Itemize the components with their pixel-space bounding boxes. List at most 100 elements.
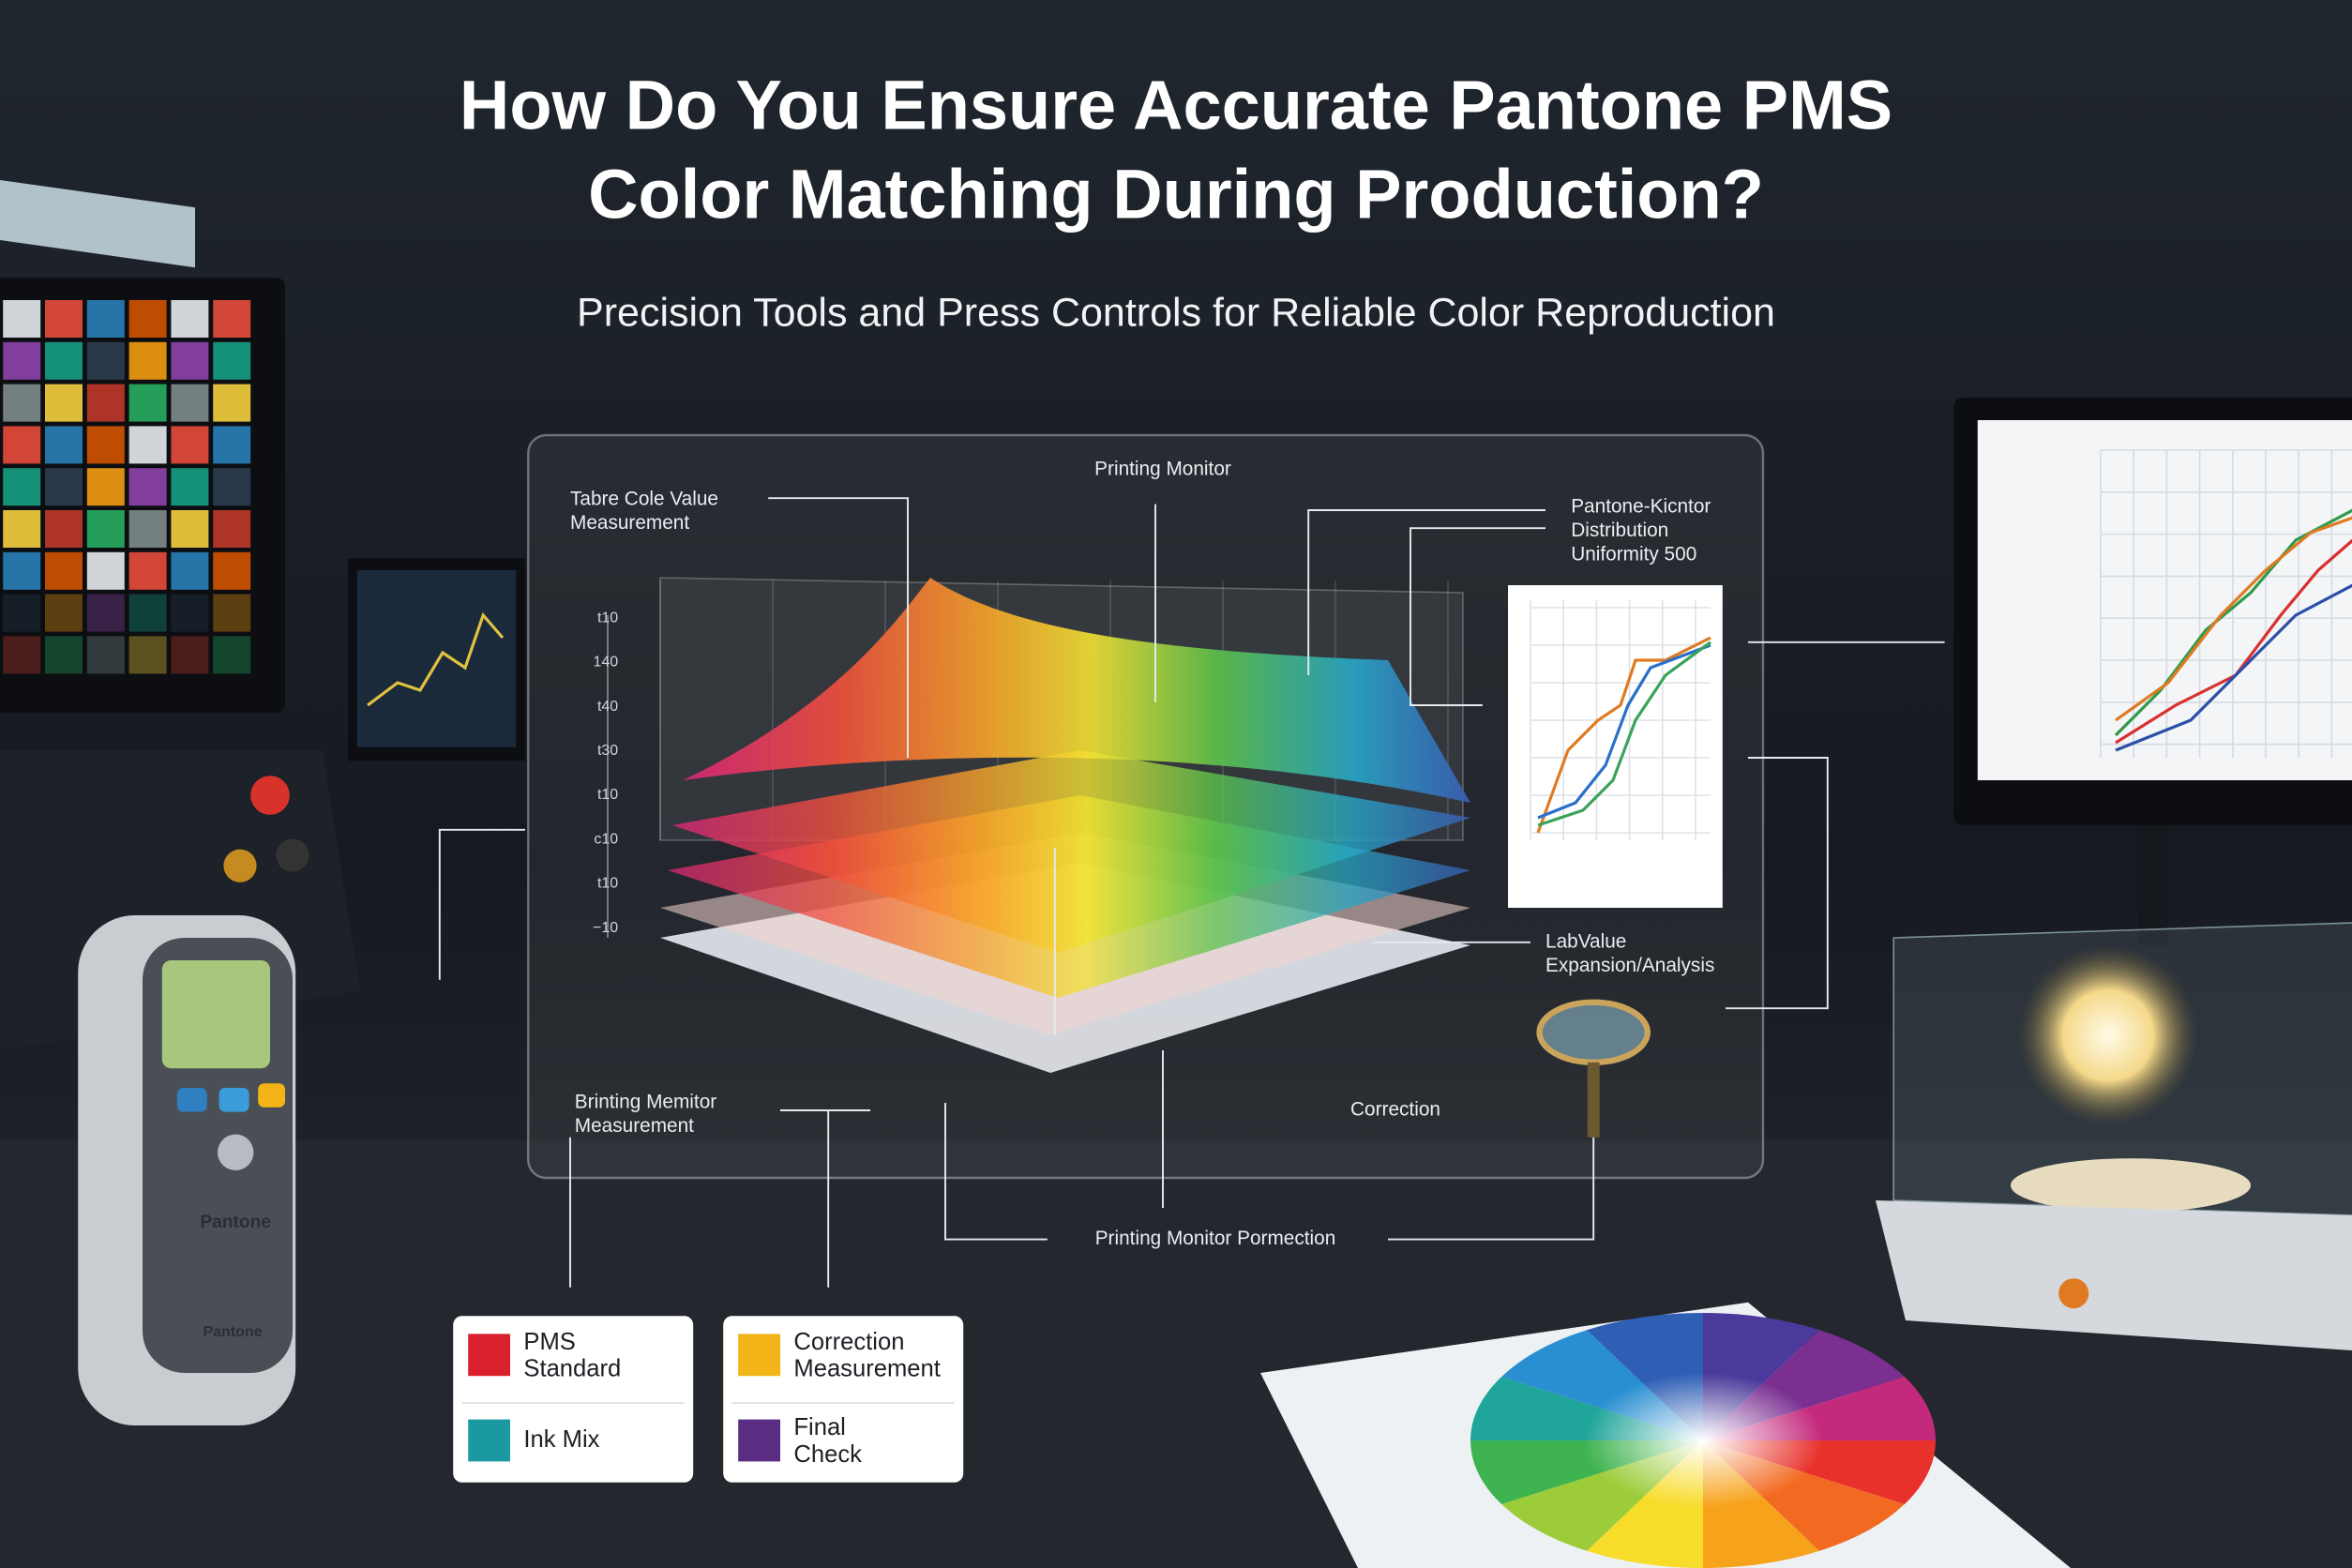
legend-label: Ink Mix [523, 1426, 599, 1453]
swatch [86, 341, 125, 380]
swatch [45, 594, 83, 632]
swatch [213, 594, 251, 632]
console-knob [276, 838, 309, 872]
legend-label: PMS [523, 1329, 575, 1355]
right-monitor-line [2115, 516, 2352, 722]
callout-label: Expansion/Analysis [1545, 955, 1714, 976]
callout-label: Measurement [575, 1115, 694, 1137]
ceiling-light [0, 180, 196, 268]
right-monitor-screen [1977, 420, 2352, 780]
device-button [219, 1088, 249, 1112]
subtitle: Precision Tools and Press Controls for R… [577, 290, 1775, 335]
swatch [171, 636, 209, 674]
swatch [213, 341, 251, 380]
axis-label: t10 [597, 787, 618, 803]
inset-line [1537, 641, 1711, 827]
connector [1388, 1110, 1595, 1241]
curved-layer [683, 578, 1470, 803]
swatch [213, 300, 251, 338]
swatch [128, 341, 167, 380]
swatch [3, 594, 41, 632]
swatch [86, 636, 125, 674]
swatch [171, 384, 209, 422]
legend-card [453, 1316, 694, 1483]
swatch [86, 468, 125, 506]
swatch [3, 300, 41, 338]
callout-label: Printing Monitor [1094, 458, 1231, 479]
swatch [3, 384, 41, 422]
swatch [128, 426, 167, 464]
swatch [45, 384, 83, 422]
axis-label: t10 [597, 610, 618, 626]
legend-card [723, 1316, 964, 1483]
device-dial [218, 1134, 254, 1170]
title-line: How Do You Ensure Accurate Pantone PMS [460, 67, 1892, 144]
swatch [171, 551, 209, 590]
swatch [3, 468, 41, 506]
swatch [213, 426, 251, 464]
right-monitor-line [2115, 538, 2352, 745]
axis-label: 140 [593, 655, 618, 671]
swatch [86, 551, 125, 590]
swatch [128, 551, 167, 590]
legend-swatch [738, 1419, 780, 1462]
connector [1726, 757, 1829, 1010]
legend-label: Standard [523, 1356, 621, 1382]
callout-label: Brinting Memitor [575, 1092, 716, 1113]
inset-chart [1508, 585, 1723, 908]
swatch [213, 551, 251, 590]
device-button [176, 1088, 207, 1112]
layer [671, 750, 1470, 953]
swatch [45, 426, 83, 464]
swatch [171, 510, 209, 548]
connector [438, 828, 526, 980]
swatch [128, 636, 167, 674]
inset-line [1537, 643, 1711, 820]
swatch [86, 384, 125, 422]
swatch [3, 510, 41, 548]
device-screen [161, 960, 270, 1069]
swatch [3, 341, 41, 380]
swatch [128, 468, 167, 506]
title-line: Color Matching During Production? [588, 156, 1764, 234]
axis-label: −10 [593, 920, 618, 936]
axis-label: c10 [594, 831, 618, 847]
swatch [128, 510, 167, 548]
callout-label: Pantone-Kicntor [1571, 495, 1711, 517]
magnifier-handle [1587, 1062, 1600, 1138]
swatch [3, 636, 41, 674]
callout-label: Distribution [1571, 520, 1668, 541]
callout-label: Printing Monitor Pormection [1095, 1228, 1336, 1249]
console-knob [223, 849, 257, 882]
device-label: Pantone [200, 1213, 271, 1232]
swatch [171, 468, 209, 506]
magnifier [1536, 999, 1651, 1066]
callout-label: Measurement [570, 512, 689, 534]
legend-swatch [468, 1334, 510, 1377]
swatch [45, 468, 83, 506]
swatch [171, 594, 209, 632]
swatch [213, 636, 251, 674]
swatch [3, 426, 41, 464]
legend-label: Correction [793, 1329, 904, 1355]
swatch [86, 510, 125, 548]
right-monitor-line [2114, 508, 2352, 737]
swatch [128, 594, 167, 632]
swatch [45, 551, 83, 590]
swatch [128, 300, 167, 338]
inset-grid [1530, 600, 1711, 841]
swatch [86, 426, 125, 464]
connector [768, 497, 909, 759]
swatch [45, 341, 83, 380]
legend-swatch [738, 1334, 780, 1377]
swatch [86, 300, 125, 338]
monitor-stand [2138, 825, 2168, 945]
connector [944, 1103, 1048, 1241]
connector [1410, 527, 1546, 706]
console-button [250, 776, 290, 815]
legend-label: Measurement [793, 1356, 940, 1382]
right-monitor-line [2115, 583, 2352, 752]
